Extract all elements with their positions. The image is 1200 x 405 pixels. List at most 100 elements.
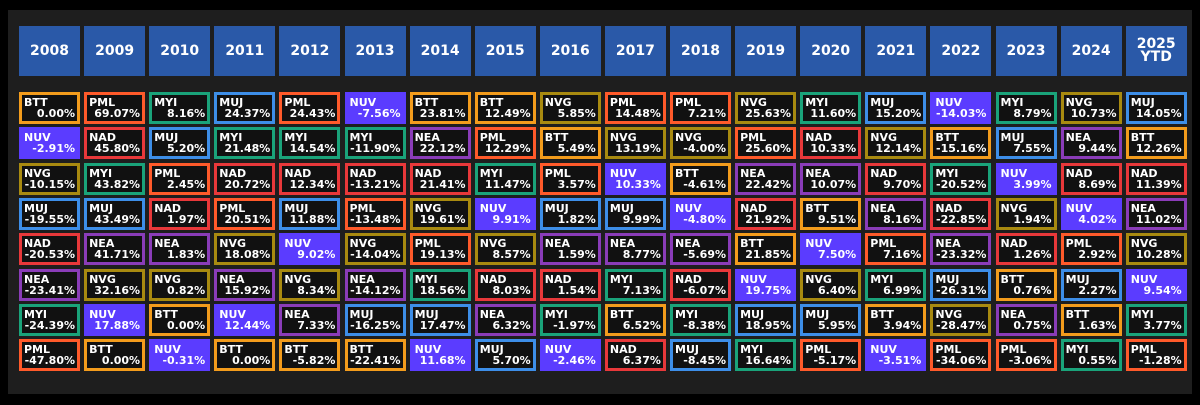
return-value: 1.97% [167,212,206,226]
return-cell: NVG 19.61% [409,197,471,230]
return-cell: NVG 25.63% [735,92,797,124]
ticker-label: NVG [1130,237,1158,251]
ticker-label: NVG [870,131,898,145]
year-header: 2011 [214,26,276,76]
ticker-label: NVG [479,237,507,251]
return-value: 11.68% [419,354,466,368]
ticker-label: NEA [870,201,896,215]
return-value: -2.91% [32,142,75,156]
year-header: 2008 [19,26,80,76]
return-cell: MUJ -8.45% [670,339,731,372]
return-cell: NUV -4.80% [670,197,731,230]
return-value: 22.42% [745,177,792,191]
ticker-label: NEA [935,237,961,251]
return-value: 69.07% [94,107,141,120]
return-cell: NEA 8.16% [865,197,927,230]
return-cell: MUJ 24.37% [214,92,276,124]
return-value: -4.80% [683,212,726,226]
return-value: 7.50% [818,248,857,262]
return-cell: NEA 0.75% [995,303,1057,336]
return-cell: BTT 12.49% [474,92,536,124]
return-value: 14.05% [1135,107,1182,120]
ticker-label: PML [414,237,441,251]
return-cell: NUV 19.75% [735,268,797,301]
ticker-label: MYI [870,272,894,286]
ticker-label: NEA [414,131,440,145]
return-cell: NUV -7.56% [344,92,406,124]
ticker-label: MUJ [89,201,114,215]
ticker-label: NVG [154,272,181,286]
return-cell: NEA 8.77% [604,233,666,266]
return-value: -28.47% [936,318,987,332]
ticker-label: MYI [1000,96,1024,109]
return-cell: MYI -1.97% [539,303,601,336]
return-cell: MUJ 14.05% [1125,92,1187,124]
return-cell: NUV 17.88% [84,303,146,336]
return-cell: MUJ 5.70% [474,339,536,372]
ticker-label: MYI [284,131,308,145]
return-value: 1.63% [1078,318,1117,332]
ticker-label: PML [805,343,832,357]
ticker-label: NUV [609,166,637,180]
return-value: 7.55% [1013,142,1052,156]
ticker-label: MUJ [740,307,765,321]
return-value: -0.31% [162,354,206,368]
ticker-label: NVG [675,131,702,145]
return-value: 11.02% [1135,212,1182,226]
year-header: 2013 [344,26,406,76]
ticker-label: PML [870,237,897,251]
return-cell: NUV 4.02% [1060,197,1122,230]
return-value: 3.99% [1013,177,1052,191]
ticker-label: NAD [89,131,116,145]
ticker-label: MUJ [935,272,960,286]
ticker-label: BTT [1000,272,1025,286]
return-value: -5.17% [813,354,857,368]
return-value: 0.00% [167,318,206,332]
return-value: 9.70% [883,177,922,191]
ticker-label: MUJ [805,307,830,321]
return-cell: NEA 15.92% [214,268,276,301]
return-cell: NAD 11.39% [1125,162,1187,195]
return-cell: BTT 0.00% [149,303,211,336]
ticker-label: BTT [219,343,243,357]
return-value: 12.14% [875,142,922,156]
return-cell: NEA 1.59% [539,233,601,266]
ticker-label: PML [740,131,767,145]
ticker-label: NUV [870,343,897,357]
return-value: 45.80% [94,142,141,156]
return-value: -7.56% [357,107,401,120]
return-cell: NVG 0.82% [149,268,211,301]
return-cell: NAD 20.72% [214,162,276,195]
year-header: 2010 [149,26,211,76]
ticker-label: NAD [154,201,182,215]
ticker-label: NVG [284,272,312,286]
return-cell: MYI 21.48% [214,127,276,160]
return-value: 7.21% [687,107,726,120]
year-header: 2023 [995,26,1057,76]
ticker-label: BTT [154,307,178,321]
return-cell: PML -47.80% [19,339,80,372]
ticker-label: NEA [24,272,50,286]
return-value: 23.81% [419,107,466,120]
ticker-label: BTT [89,343,113,357]
ticker-label: NVG [935,307,963,321]
return-value: 8.57% [492,248,531,262]
ticker-label: BTT [414,96,439,109]
return-value: 12.44% [224,318,271,332]
return-value: 6.32% [492,318,531,332]
return-cell: NAD 45.80% [84,127,146,160]
ticker-label: NVG [349,237,377,251]
return-value: 6.37% [622,354,661,368]
return-value: -16.25% [350,318,401,332]
return-cell: PML 7.16% [865,233,927,266]
return-cell: NUV 9.54% [1125,268,1187,301]
return-value: 11.60% [810,107,857,120]
return-value: 8.77% [622,248,661,262]
ticker-label: MUJ [1130,96,1155,109]
return-cell: MUJ 15.20% [865,92,927,124]
return-cell: NEA -23.32% [930,233,992,266]
return-value: 43.82% [94,177,141,191]
return-value: -22.85% [936,212,987,226]
ticker-label: NAD [870,166,898,180]
ticker-label: NUV [89,307,116,321]
